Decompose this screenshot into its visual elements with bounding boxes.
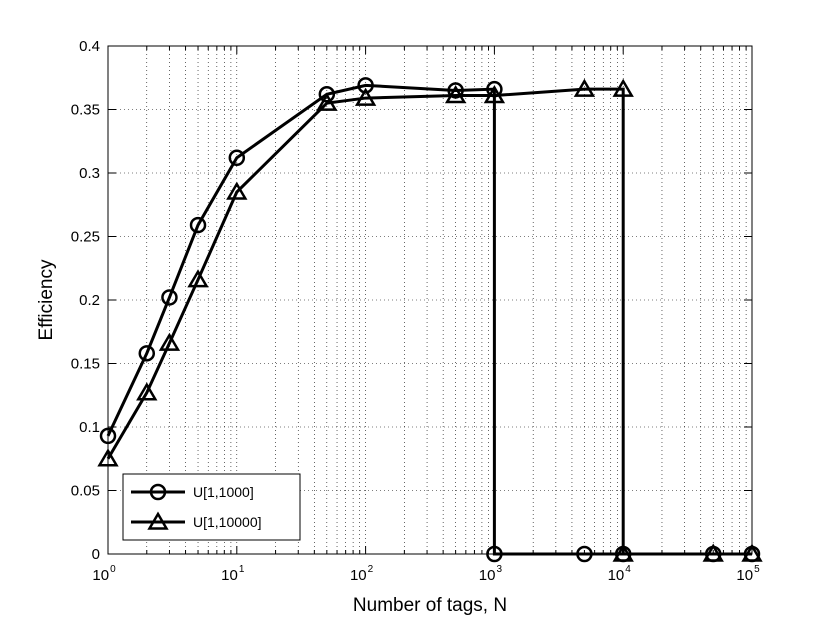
circle-marker — [138, 345, 156, 362]
x-tick-label: 104 — [608, 564, 632, 584]
circle-marker — [228, 149, 246, 167]
circle-marker — [447, 82, 464, 99]
triangle-marker — [136, 382, 158, 401]
triangle-marker — [741, 543, 763, 562]
y-tick-label: 0.4 — [79, 38, 100, 55]
triangle-marker — [226, 181, 248, 200]
legend-label: U[1,10000] — [193, 514, 262, 530]
y-tick-label: 0.2 — [79, 292, 100, 309]
series-line — [106, 87, 752, 556]
y-tick-label: 0 — [92, 546, 100, 563]
x-tick-label: 103 — [479, 564, 503, 584]
circle-marker — [149, 483, 167, 501]
triangle-marker — [187, 269, 209, 288]
series-layer — [97, 77, 763, 563]
triangle-marker — [147, 511, 169, 530]
legend: U[1,1000] U[1,10000] — [122, 473, 301, 541]
x-tick-label: 102 — [350, 564, 374, 584]
x-axis-label: Number of tags, N — [353, 595, 507, 616]
tick-labels: 0 0.05 0.1 0.15 0.2 0.25 0.3 0.35 0.4 100 101 102 10… — [71, 38, 760, 584]
x-tick-label: 100 — [92, 564, 116, 584]
triangle-marker — [702, 543, 724, 562]
triangle-marker — [612, 78, 634, 97]
triangle-marker — [573, 78, 596, 97]
y-tick-label: 0.1 — [79, 419, 100, 436]
grid — [108, 46, 752, 554]
ticks — [108, 45, 752, 555]
y-axis-label: Efficiency — [36, 259, 57, 340]
triangle-marker — [444, 85, 467, 104]
legend-label: U[1,1000] — [193, 484, 254, 500]
y-tick-label: 0.25 — [71, 229, 100, 246]
triangle-marker — [483, 85, 506, 104]
y-tick-label: 0.05 — [71, 483, 100, 500]
circle-marker — [189, 216, 207, 234]
circle-marker — [318, 86, 336, 103]
y-tick-label: 0.15 — [71, 356, 100, 373]
circle-marker — [161, 289, 178, 306]
x-tick-label: 105 — [736, 564, 760, 584]
y-tick-label: 0.35 — [71, 102, 100, 119]
triangle-marker — [612, 543, 634, 562]
triangle-marker — [316, 92, 338, 111]
y-tick-label: 0.3 — [79, 165, 100, 182]
x-tick-label: 101 — [221, 564, 245, 584]
triangle-marker — [158, 332, 181, 351]
triangle-marker — [354, 87, 377, 106]
